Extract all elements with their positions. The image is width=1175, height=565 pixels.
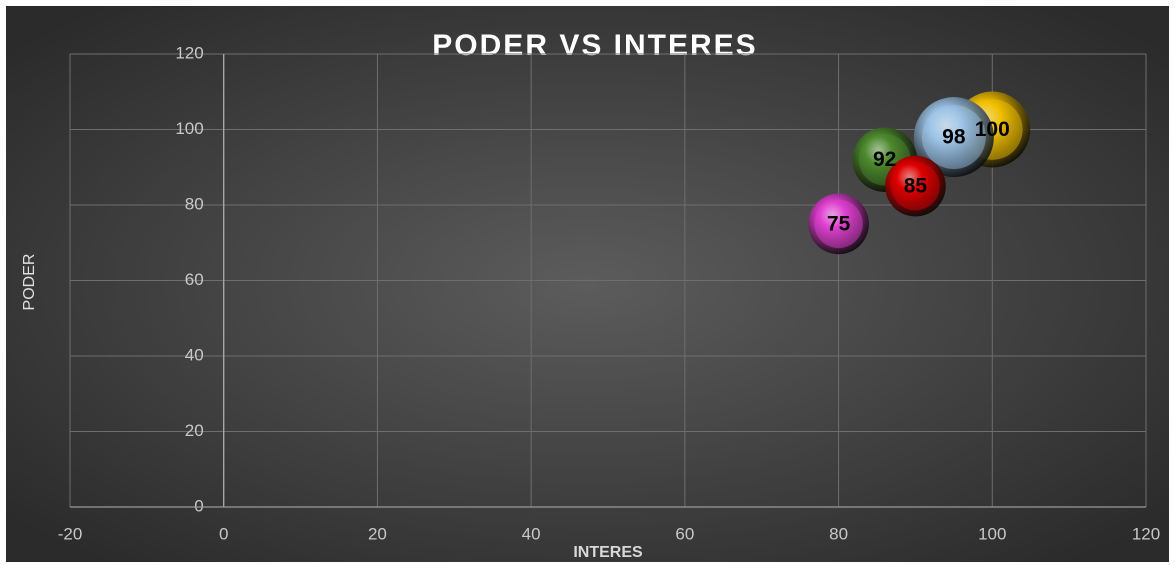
x-axis-label: INTERES: [573, 544, 643, 561]
data-label: 92: [873, 148, 896, 171]
x-tick-label: 20: [368, 524, 387, 543]
y-tick-label: 100: [175, 119, 203, 138]
bubble-fill: [921, 105, 986, 170]
bubble: [885, 155, 946, 217]
data-label: 75: [827, 212, 851, 235]
bubble: [913, 97, 994, 178]
bubble-fill: [814, 199, 863, 249]
bubble: [808, 193, 869, 255]
bubble-fill: [891, 161, 940, 211]
y-tick-label: 120: [175, 43, 203, 62]
y-tick-label: 20: [185, 421, 204, 440]
data-label: 98: [942, 126, 966, 149]
y-tick-label: 60: [185, 270, 204, 289]
x-tick-label: 120: [1132, 524, 1160, 543]
x-tick-label: 80: [829, 524, 848, 543]
x-tick-label: 0: [219, 524, 228, 543]
data-label: 85: [904, 175, 928, 198]
x-tick-label: 40: [522, 524, 541, 543]
data-label: 100: [975, 118, 1010, 141]
y-tick-label: 40: [185, 345, 204, 364]
y-tick-label: 0: [194, 496, 203, 515]
y-axis-label: PODER: [21, 254, 38, 311]
chart-title: PODER VS INTERES: [432, 29, 757, 62]
x-tick-label: 60: [675, 524, 694, 543]
x-tick-label: -20: [58, 524, 83, 543]
x-tick-label: 100: [978, 524, 1006, 543]
chart-background: [6, 6, 1169, 562]
y-tick-label: 80: [185, 194, 204, 213]
